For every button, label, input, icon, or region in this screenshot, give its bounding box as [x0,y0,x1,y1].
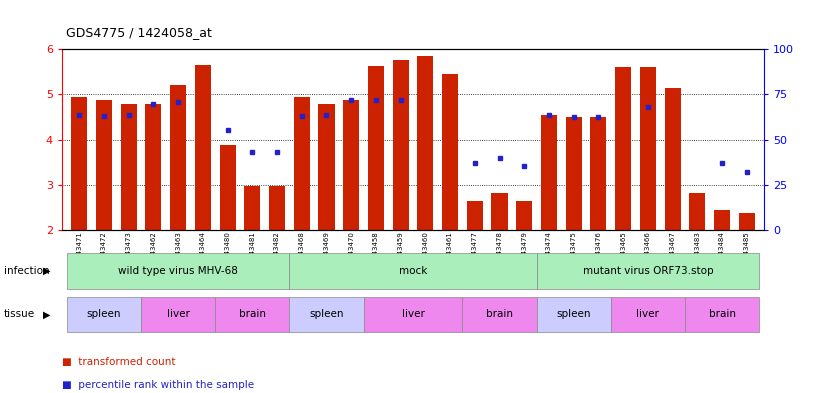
Text: mock: mock [399,266,427,276]
Text: ▶: ▶ [43,266,50,276]
Bar [319,104,335,230]
Bar [665,88,681,230]
Text: ■  transformed count: ■ transformed count [62,356,175,367]
Bar [467,200,483,230]
Bar [220,145,235,230]
Bar [615,67,631,230]
Bar [195,65,211,230]
Bar [96,100,112,230]
Bar [294,97,310,230]
Text: mutant virus ORF73.stop: mutant virus ORF73.stop [582,266,713,276]
Bar [566,117,582,230]
Bar [269,186,285,230]
Bar [738,213,755,230]
Bar [714,209,730,230]
Text: liver: liver [167,309,190,320]
Text: brain: brain [486,309,513,320]
Text: spleen: spleen [309,309,344,320]
Bar [121,104,137,230]
Bar [417,56,434,230]
Bar [392,61,409,230]
Text: ▶: ▶ [43,309,50,320]
Bar [591,117,606,230]
Bar [442,74,458,230]
Bar [244,186,260,230]
Bar [491,193,507,230]
Bar [541,115,557,230]
Text: brain: brain [239,309,266,320]
Text: ■  percentile rank within the sample: ■ percentile rank within the sample [62,380,254,390]
Text: tissue: tissue [4,309,36,320]
Text: spleen: spleen [557,309,591,320]
Text: infection: infection [4,266,50,276]
Text: GDS4775 / 1424058_at: GDS4775 / 1424058_at [66,26,212,39]
Bar [689,193,705,230]
Bar [640,67,656,230]
Text: brain: brain [709,309,735,320]
Bar [71,97,88,230]
Bar [516,200,532,230]
Text: liver: liver [636,309,659,320]
Text: wild type virus MHV-68: wild type virus MHV-68 [118,266,238,276]
Bar [343,100,359,230]
Bar [170,85,186,230]
Text: liver: liver [401,309,425,320]
Bar [368,66,384,230]
Text: spleen: spleen [87,309,121,320]
Bar [145,104,161,230]
